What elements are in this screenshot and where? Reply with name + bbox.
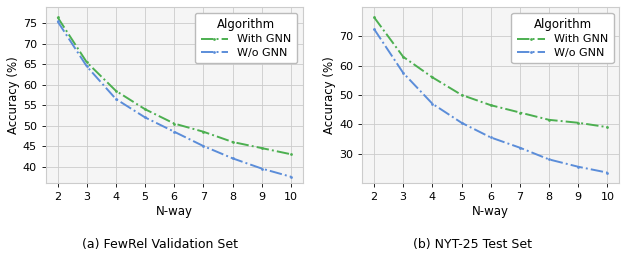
W/o GNN [603, 171, 611, 174]
With GNN [458, 93, 465, 97]
With GNN [487, 104, 495, 107]
With GNN [287, 153, 295, 156]
W/o GNN [229, 157, 237, 160]
W/o GNN [429, 102, 436, 105]
W/o GNN [54, 20, 61, 23]
With GNN [603, 126, 611, 129]
With GNN [112, 89, 120, 92]
With GNN [200, 130, 207, 133]
W/o GNN [545, 158, 553, 161]
With GNN [170, 122, 178, 125]
Y-axis label: Accuracy (%): Accuracy (%) [324, 56, 336, 134]
W/o GNN [516, 146, 523, 149]
With GNN [429, 76, 436, 79]
With GNN [516, 111, 523, 114]
Legend: With GNN, W/o GNN: With GNN, W/o GNN [511, 12, 613, 63]
W/o GNN [83, 65, 91, 68]
With GNN [575, 121, 582, 124]
With GNN [229, 140, 237, 144]
With GNN [141, 108, 149, 111]
Line: With GNN: With GNN [54, 14, 294, 157]
W/o GNN [399, 71, 407, 74]
W/o GNN [200, 145, 207, 148]
Legend: With GNN, W/o GNN: With GNN, W/o GNN [195, 12, 297, 63]
Line: With GNN: With GNN [371, 14, 610, 130]
With GNN [83, 61, 91, 64]
W/o GNN [487, 136, 495, 139]
W/o GNN [258, 167, 265, 170]
W/o GNN [370, 27, 377, 30]
Text: (a) FewRel Validation Set: (a) FewRel Validation Set [81, 239, 238, 251]
W/o GNN [575, 165, 582, 168]
With GNN [399, 55, 407, 58]
W/o GNN [170, 130, 178, 133]
Y-axis label: Accuracy (%): Accuracy (%) [7, 56, 20, 134]
With GNN [370, 16, 377, 19]
X-axis label: N-way: N-way [472, 205, 509, 218]
With GNN [258, 147, 265, 150]
W/o GNN [458, 121, 465, 124]
With GNN [54, 16, 61, 19]
Line: W/o GNN: W/o GNN [54, 19, 294, 180]
Line: W/o GNN: W/o GNN [371, 26, 610, 176]
W/o GNN [112, 98, 120, 101]
W/o GNN [141, 116, 149, 119]
X-axis label: N-way: N-way [156, 205, 193, 218]
With GNN [545, 118, 553, 121]
W/o GNN [287, 175, 295, 178]
Text: (b) NYT-25 Test Set: (b) NYT-25 Test Set [413, 239, 532, 251]
